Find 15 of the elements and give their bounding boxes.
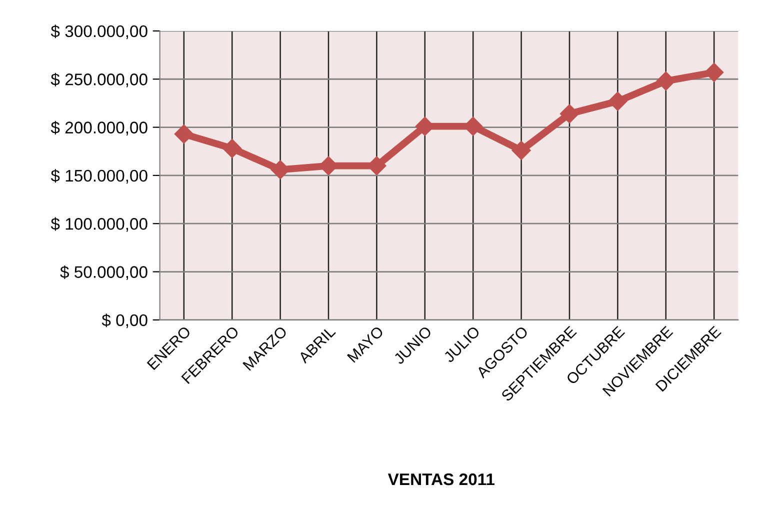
- y-tick-label: $ 50.000,00: [60, 265, 148, 280]
- y-tick-label: $ 150.000,00: [50, 169, 148, 184]
- text: VENTAS 2011: [388, 473, 494, 486]
- point: [560, 104, 580, 124]
- y-tick-label: $ 250.000,00: [50, 72, 148, 88]
- point: [222, 138, 242, 158]
- point: [174, 124, 194, 144]
- y-tick-label: $ 0,00: [102, 314, 148, 328]
- point: [608, 92, 628, 111]
- y-tick-label: $ 200.000,00: [50, 120, 148, 136]
- point: [512, 140, 531, 160]
- point: [704, 62, 724, 82]
- point: [656, 72, 676, 91]
- y-tick-label: $ 100.000,00: [50, 217, 148, 232]
- y-tick-label: $ 300.000,00: [50, 24, 148, 40]
